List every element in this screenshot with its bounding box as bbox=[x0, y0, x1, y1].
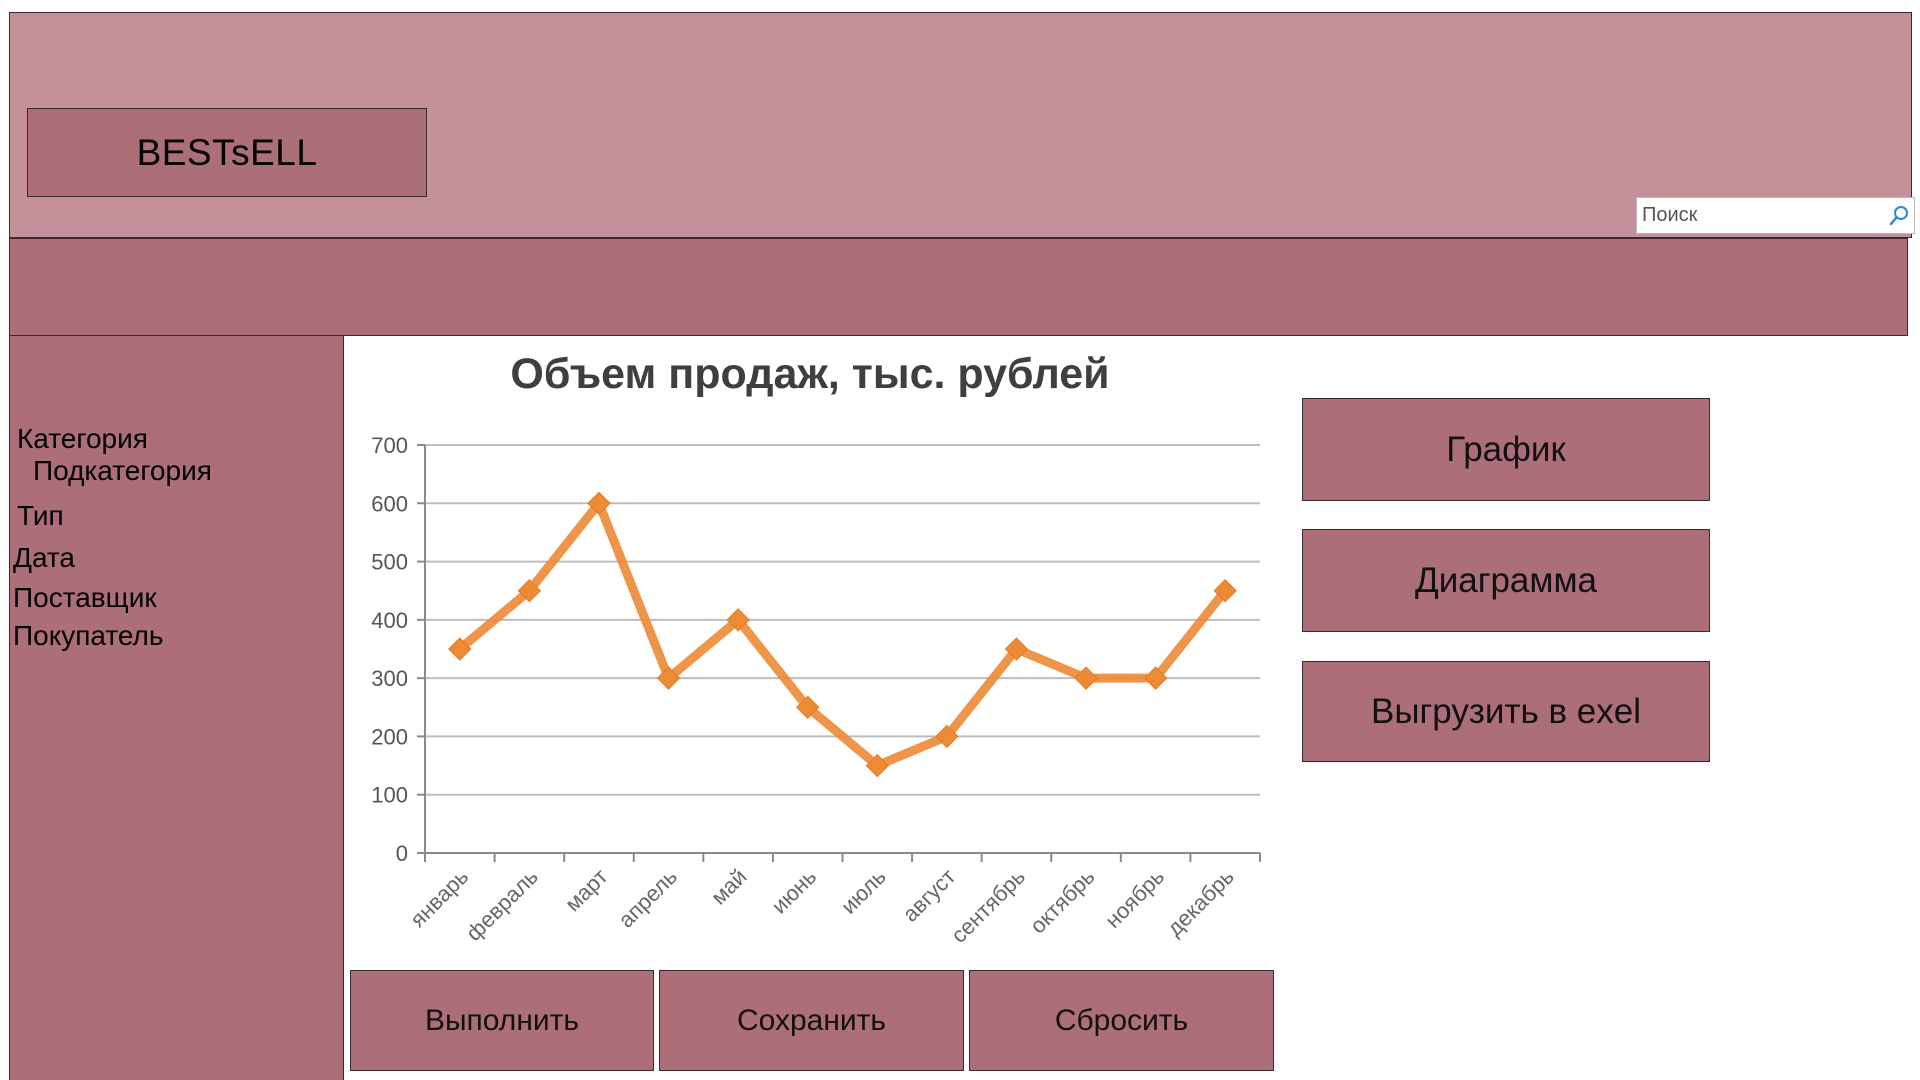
x-tick-label: апрель bbox=[613, 864, 682, 933]
data-point bbox=[587, 491, 611, 515]
x-tick-label: ноябрь bbox=[1100, 864, 1169, 933]
data-point bbox=[1143, 666, 1168, 690]
data-point bbox=[448, 637, 472, 661]
save-button[interactable]: Сохранить bbox=[659, 970, 964, 1071]
diagram-button[interactable]: Диаграмма bbox=[1302, 529, 1710, 632]
data-point bbox=[1004, 637, 1029, 661]
y-tick-label: 300 bbox=[371, 666, 408, 691]
x-tick-label: декабрь bbox=[1162, 864, 1239, 941]
x-tick-label: март bbox=[560, 864, 612, 916]
filter-sidebar: Категория Подкатегория Тип Дата Поставщи… bbox=[9, 335, 344, 1080]
y-tick-label: 0 bbox=[396, 841, 408, 866]
x-tick-label: сентябрь bbox=[946, 864, 1030, 948]
export-excel-button[interactable]: Выгрузить в exel bbox=[1302, 661, 1710, 762]
data-point bbox=[517, 579, 542, 603]
y-tick-label: 500 bbox=[371, 550, 408, 575]
y-tick-label: 700 bbox=[371, 433, 408, 458]
data-point bbox=[656, 666, 681, 690]
x-tick-label: май bbox=[706, 864, 752, 910]
filter-supplier[interactable]: Поставщик bbox=[13, 582, 157, 613]
x-tick-label: август bbox=[898, 864, 961, 927]
search-box[interactable] bbox=[1636, 197, 1915, 234]
execute-button[interactable]: Выполнить bbox=[350, 970, 654, 1071]
data-point bbox=[796, 695, 820, 719]
filter-date[interactable]: Дата bbox=[13, 542, 76, 573]
data-point bbox=[1074, 666, 1098, 690]
x-tick-label: октябрь bbox=[1025, 864, 1100, 939]
x-tick-label: июль bbox=[836, 864, 891, 919]
y-tick-label: 600 bbox=[371, 491, 408, 516]
y-tick-label: 200 bbox=[371, 724, 408, 749]
x-tick-label: январь bbox=[405, 864, 473, 932]
navigation-bar bbox=[9, 238, 1908, 336]
filter-subcategory[interactable]: Подкатегория bbox=[33, 455, 212, 486]
filter-type[interactable]: Тип bbox=[17, 500, 64, 531]
y-tick-label: 100 bbox=[371, 783, 408, 808]
x-tick-label: февраль bbox=[461, 864, 543, 946]
search-icon[interactable] bbox=[1884, 198, 1914, 233]
filter-category[interactable]: Категория bbox=[17, 423, 148, 454]
graph-button[interactable]: График bbox=[1302, 398, 1710, 501]
header: BESTsELL bbox=[9, 12, 1915, 238]
app-logo[interactable]: BESTsELL bbox=[27, 108, 427, 197]
data-point bbox=[1213, 579, 1237, 603]
x-tick-label: июнь bbox=[767, 864, 822, 919]
y-tick-label: 400 bbox=[371, 608, 408, 633]
data-point bbox=[726, 608, 750, 632]
search-input[interactable] bbox=[1637, 198, 1884, 233]
filter-buyer[interactable]: Покупатель bbox=[13, 620, 164, 651]
chart-title: Объем продаж, тыс. рублей bbox=[510, 350, 1110, 398]
series-line bbox=[455, 498, 1230, 771]
data-point bbox=[935, 724, 959, 749]
data-point bbox=[865, 753, 889, 778]
reset-button[interactable]: Сбросить bbox=[969, 970, 1274, 1071]
